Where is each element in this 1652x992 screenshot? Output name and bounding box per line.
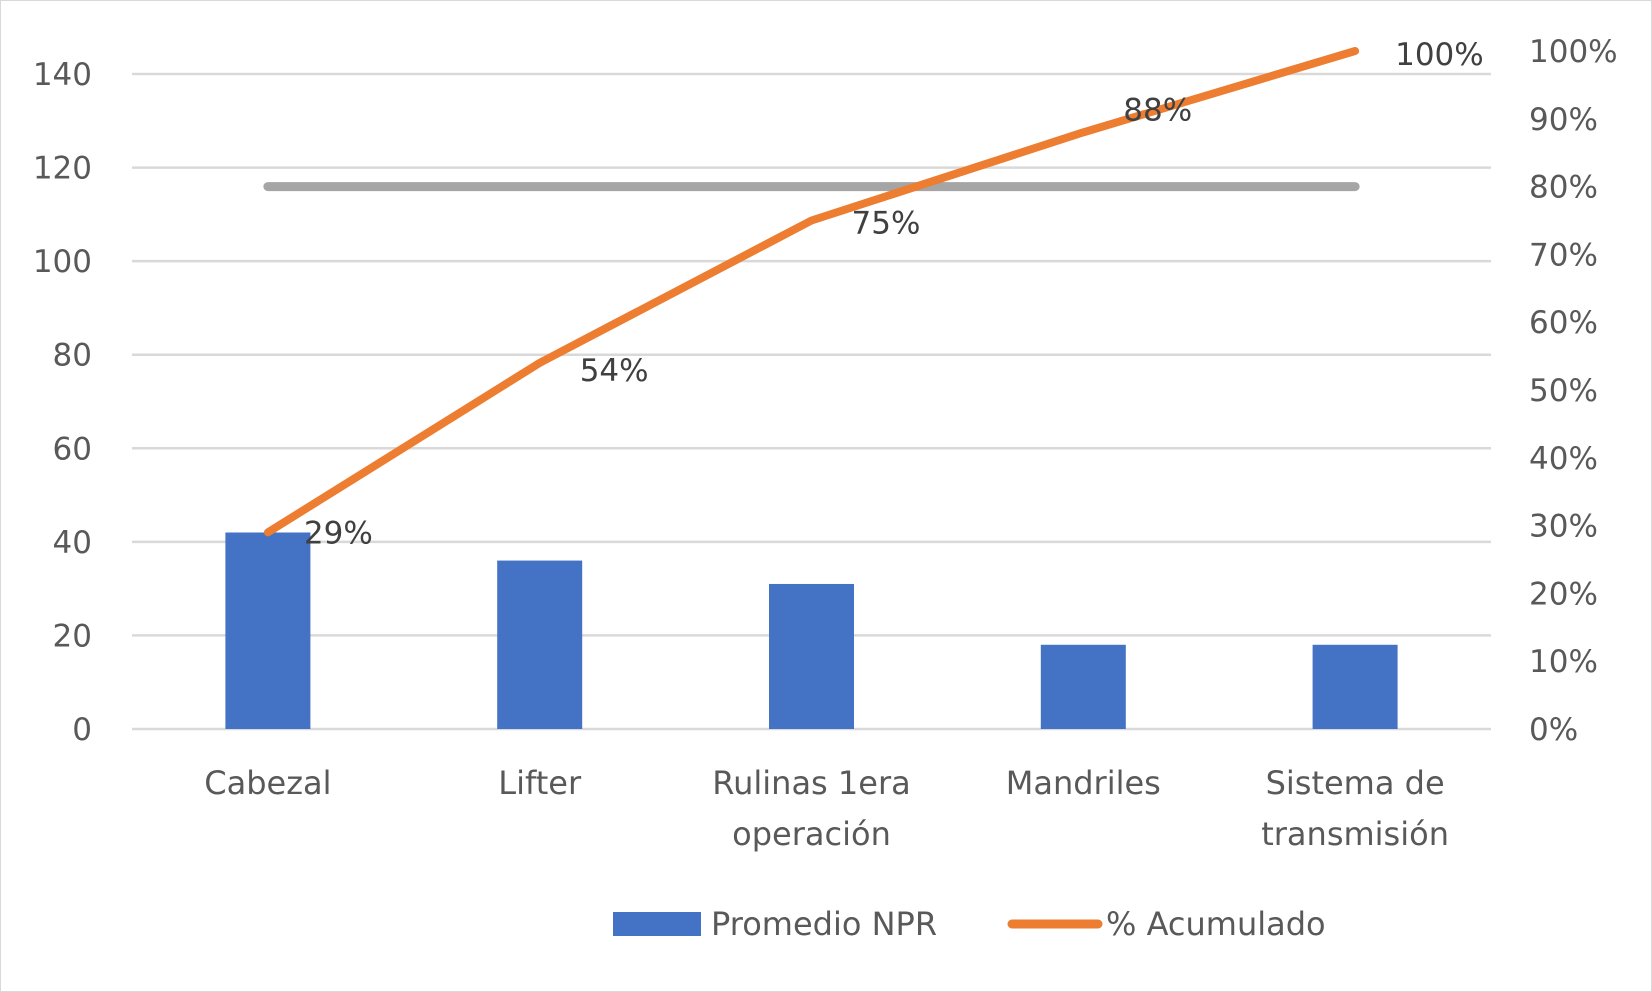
category-label: operación xyxy=(732,815,891,853)
right-axis-tick-label: 90% xyxy=(1529,102,1598,138)
right-axis-tick-label: 0% xyxy=(1529,712,1578,748)
right-axis-tick-label: 100% xyxy=(1529,34,1618,70)
left-axis-tick-label: 0 xyxy=(72,712,92,748)
data-label: 75% xyxy=(852,206,921,242)
data-labels: 29% 54% 75% 88% 100% xyxy=(304,37,1484,551)
data-label: 29% xyxy=(304,515,373,551)
legend-bar-label: Promedio NPR xyxy=(711,905,937,943)
category-label: Rulinas 1era xyxy=(712,764,910,802)
bar-lifter xyxy=(497,560,583,729)
category-label: Mandriles xyxy=(1006,764,1161,802)
data-label: 100% xyxy=(1395,37,1484,73)
category-axis-labels: Cabezal Lifter Rulinas 1era operación Mandri… xyxy=(204,764,1449,853)
right-axis-ticks: 0% 10% 20% 30% 40% 50% 60% 70% 80% 90% 100% xyxy=(1529,34,1618,748)
legend-line-label: % Acumulado xyxy=(1106,905,1326,943)
legend-bar-swatch xyxy=(613,912,701,936)
category-label: Lifter xyxy=(498,764,582,802)
data-label: 88% xyxy=(1123,92,1192,128)
right-axis-tick-label: 60% xyxy=(1529,305,1598,341)
right-axis-tick-label: 70% xyxy=(1529,237,1598,273)
category-label: Sistema de xyxy=(1266,764,1445,802)
data-label: 54% xyxy=(580,353,649,389)
left-axis-tick-label: 60 xyxy=(53,431,92,467)
right-axis-tick-label: 10% xyxy=(1529,644,1598,680)
bar-sistema-de-transmisi-n xyxy=(1312,644,1398,729)
right-axis-tick-label: 30% xyxy=(1529,509,1598,545)
bar-cabezal xyxy=(225,532,311,729)
line-series-acumulado xyxy=(263,47,1360,537)
right-axis-tick-label: 40% xyxy=(1529,441,1598,477)
bar-series-promedio-npr xyxy=(225,532,1398,729)
category-label: transmisión xyxy=(1261,815,1449,853)
left-axis-tick-label: 80 xyxy=(53,338,92,374)
left-axis-tick-label: 120 xyxy=(33,151,92,187)
right-axis-tick-label: 80% xyxy=(1529,170,1598,206)
left-axis-tick-label: 100 xyxy=(33,244,92,280)
legend: Promedio NPR % Acumulado xyxy=(613,905,1326,943)
left-axis-tick-label: 140 xyxy=(33,57,92,93)
gridlines xyxy=(132,72,1491,731)
bar-mandriles xyxy=(1040,644,1126,729)
left-axis-tick-label: 40 xyxy=(53,525,92,561)
bar-rulinas-1era-operaci-n xyxy=(769,583,854,729)
right-axis-tick-label: 50% xyxy=(1529,373,1598,409)
left-axis-tick-label: 20 xyxy=(53,618,92,654)
cumulative-line xyxy=(263,47,1360,537)
right-axis-tick-label: 20% xyxy=(1529,576,1598,612)
category-label: Cabezal xyxy=(204,764,331,802)
left-axis-ticks: 0 20 40 60 80 100 120 140 xyxy=(33,57,92,748)
